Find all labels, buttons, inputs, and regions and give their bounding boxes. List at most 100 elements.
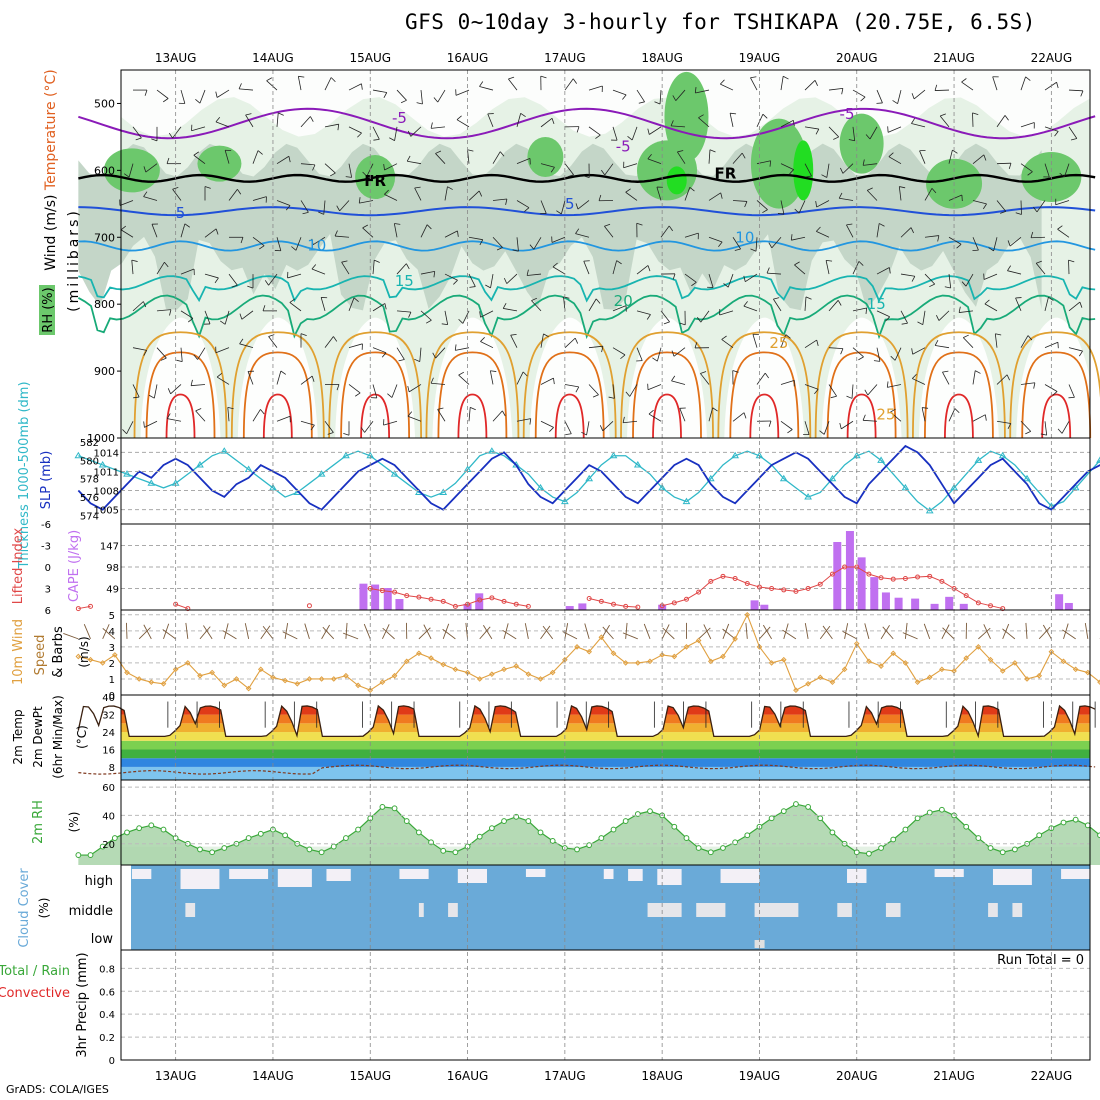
wind-barb	[492, 151, 501, 164]
wind-barb	[720, 83, 734, 91]
li-line	[662, 566, 1003, 610]
wind-barb-flag	[616, 260, 622, 265]
wind-barb-flag	[479, 311, 481, 318]
rh2m-marker	[987, 845, 994, 851]
wind-barb	[420, 271, 435, 275]
wind-barb	[1009, 236, 1022, 247]
wind10m-barb	[363, 623, 371, 640]
precip-tick-label: 0.2	[99, 1033, 115, 1044]
li-marker	[635, 604, 641, 610]
wind-barb	[780, 119, 794, 128]
wind-barb	[1007, 270, 1022, 275]
date-label-top: 19AUG	[739, 51, 781, 65]
wind-barb	[756, 200, 768, 210]
cloud-mid-gap	[754, 903, 799, 917]
date-label-bottom: 13AUG	[155, 1069, 197, 1083]
cloud-high-gap	[277, 869, 312, 887]
wind10m-marker	[963, 655, 970, 661]
wind-barb	[516, 158, 531, 165]
wind10m-marker	[1060, 658, 1067, 665]
wind10m-marker	[343, 672, 349, 679]
wind-barb-flag	[479, 239, 484, 246]
date-label-bottom: 18AUG	[641, 1069, 683, 1083]
cloud-mid-gap	[837, 903, 852, 917]
contour-label: -5	[392, 109, 407, 127]
wind-barb-flag	[480, 337, 485, 342]
wind-barb-flag	[983, 154, 987, 161]
wind-barb-flag	[441, 323, 448, 326]
wind-barb-flag	[334, 230, 338, 237]
wind-barb	[215, 347, 230, 354]
wind10m-barb	[983, 624, 991, 640]
wind-barb	[468, 273, 476, 287]
rh2m-marker	[574, 846, 580, 853]
wind-barb-flag	[215, 228, 219, 235]
wind-barb-flag	[575, 228, 580, 234]
rh2m-marker	[197, 846, 203, 853]
wind10m-marker	[87, 656, 94, 663]
wind-barb-flag	[508, 76, 515, 80]
wind10m-marker	[318, 676, 325, 682]
wind-barb	[900, 310, 908, 324]
wind-barb	[227, 407, 230, 422]
rh-dry-lobe	[821, 317, 902, 438]
wind-barb-flag	[622, 416, 625, 423]
wind-barb	[791, 236, 806, 241]
wind-barb-flag	[787, 429, 793, 434]
rh-saturated-blob	[666, 166, 687, 195]
wind-barb-flag	[567, 174, 574, 178]
wind-barb-flag	[1040, 433, 1047, 436]
wind-barb-flag	[595, 298, 601, 304]
wind-barb	[912, 378, 926, 385]
wind-barb-flag	[988, 247, 994, 252]
wind-barb-flag	[311, 238, 314, 245]
wind-barb	[938, 310, 950, 321]
wind-barb-flag	[187, 317, 194, 323]
wind-barb-flag	[670, 120, 674, 127]
rh2m-marker	[501, 818, 507, 824]
li-marker	[866, 571, 872, 577]
wind-barb-flag	[575, 386, 580, 393]
wind-barb	[311, 268, 326, 275]
wind-barb-flag	[838, 192, 843, 199]
wind10m-marker	[184, 660, 191, 666]
wind-barb-flag	[529, 244, 535, 250]
wind-barb-flag	[814, 389, 819, 395]
cloud-high-gap	[229, 869, 269, 879]
wind-barb-flag	[598, 194, 602, 201]
precip-axis-label: 3hr Precip (mm)	[75, 952, 90, 1057]
wind10m-barb	[745, 622, 748, 639]
wind-barb-flag	[1036, 260, 1042, 264]
wind-barb	[842, 163, 854, 174]
wind-barb-flag	[550, 167, 555, 173]
wind10m-marker	[282, 677, 288, 684]
wind-barb-flag	[258, 245, 265, 250]
wind-barb-flag	[826, 259, 833, 262]
wind-barb-flag	[524, 207, 530, 212]
wind10m-barbs	[63, 622, 1100, 640]
temp-contour-30	[632, 351, 702, 439]
wind-barb-flag	[490, 370, 497, 372]
wind-barb	[804, 80, 816, 91]
temp-band	[121, 749, 1090, 759]
wind-barb-flag	[247, 285, 254, 289]
cape-bar	[359, 583, 368, 610]
wind-barb	[516, 113, 522, 127]
wind-barb-flag	[195, 98, 201, 104]
thickness-marker	[633, 460, 642, 468]
wind-barb	[252, 409, 261, 422]
wind-barb	[419, 347, 422, 362]
thickness-marker	[658, 483, 667, 491]
wind-barb	[828, 126, 840, 138]
date-label-bottom: 22AUG	[1031, 1069, 1073, 1083]
wind-barb	[407, 160, 422, 165]
wind-barb	[156, 89, 169, 99]
wind-barb	[972, 414, 986, 422]
temp-contour-25	[230, 331, 325, 439]
li-line	[589, 598, 638, 608]
wind-barb	[268, 273, 278, 286]
cape-bar	[760, 604, 769, 610]
rh2m-line	[78, 803, 1100, 856]
wind-barb	[456, 119, 470, 128]
wind-barb-flag	[885, 316, 890, 322]
